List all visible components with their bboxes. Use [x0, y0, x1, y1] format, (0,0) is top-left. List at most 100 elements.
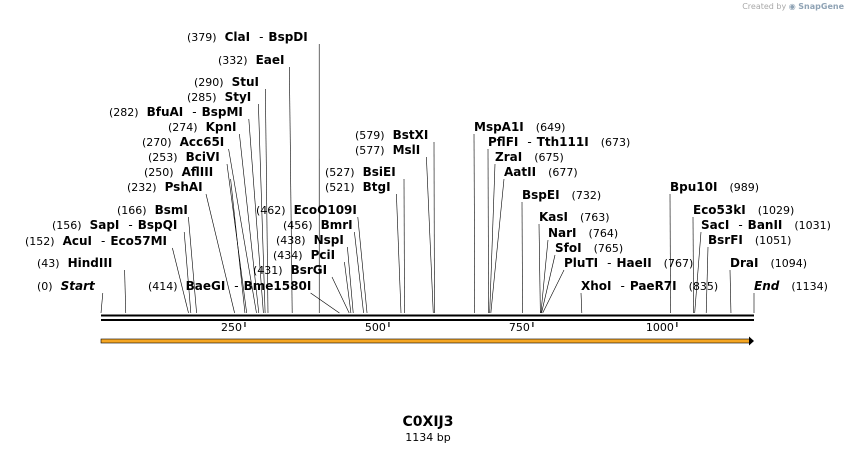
site-label[interactable]: AatII (677) — [504, 165, 578, 179]
site-name: BciVI — [186, 150, 220, 164]
site-name: KpnI — [206, 120, 237, 134]
leader-line — [540, 239, 549, 314]
site-label[interactable]: (0) Start — [37, 279, 96, 293]
site-label[interactable]: PflFI - Tth111I (673) — [488, 135, 630, 149]
site-label[interactable]: End (1134) — [754, 279, 828, 293]
site-pos: (673) — [601, 136, 631, 149]
dash: - — [607, 256, 611, 270]
axis-tick-label: 500 — [365, 321, 386, 334]
site-label[interactable]: SfoI (765) — [555, 241, 623, 255]
site-label[interactable]: (434) PciI — [273, 248, 335, 262]
site-name: NarI — [548, 226, 577, 240]
site-label[interactable]: (270) Acc65I — [142, 135, 224, 149]
orf-arrowhead-icon — [749, 336, 754, 346]
site-name: BaeGI — [186, 279, 226, 293]
leader-line — [396, 193, 402, 314]
site-label[interactable]: Eco53kI (1029) — [693, 203, 794, 217]
leader-line — [124, 269, 127, 314]
leader-line — [490, 178, 505, 314]
leader-line — [692, 216, 694, 314]
site-pos: (0) — [37, 280, 53, 293]
site-name: HaeII — [616, 256, 651, 270]
leader-line — [473, 133, 476, 314]
site-label[interactable]: (456) BmrI — [283, 218, 353, 232]
site-name: AatII — [504, 165, 536, 179]
site-pos: (285) — [187, 91, 217, 104]
site-pos: (1051) — [755, 234, 792, 247]
site-label[interactable]: (379) ClaI - BspDI — [187, 30, 308, 44]
leader-line — [331, 276, 350, 314]
site-label[interactable]: (253) BciVI — [148, 150, 220, 164]
leader-line — [258, 103, 266, 314]
site-label[interactable]: PluTI - HaeII (767) — [564, 256, 693, 270]
dash: - — [234, 279, 238, 293]
site-label[interactable]: (462) EcoO109I — [256, 203, 357, 217]
site-label[interactable]: (274) KpnI — [168, 120, 237, 134]
dash: - — [527, 135, 531, 149]
site-name: Acc65I — [180, 135, 225, 149]
site-label[interactable]: (438) NspI — [276, 233, 344, 247]
site-label[interactable]: (250) AflIII — [144, 165, 213, 179]
site-label[interactable]: (290) StuI — [194, 75, 259, 89]
site-name: PciI — [311, 248, 336, 262]
site-label[interactable]: (521) BtgI — [325, 180, 391, 194]
site-label[interactable]: (166) BsmI — [117, 203, 188, 217]
site-pos: (152) — [25, 235, 55, 248]
credit-prefix: Created by — [742, 2, 787, 11]
site-pos: (462) — [256, 204, 286, 217]
site-label[interactable]: (527) BsiEI — [325, 165, 396, 179]
site-name: PflFI — [488, 135, 518, 149]
sequence-name: C0XIJ3 — [402, 414, 454, 430]
site-label[interactable]: (332) EaeI — [218, 53, 285, 67]
dash: - — [101, 234, 105, 248]
dash: - — [128, 218, 132, 232]
leader-line — [310, 292, 340, 314]
site-label[interactable]: ZraI (675) — [495, 150, 564, 164]
site-pos: (677) — [548, 166, 578, 179]
site-label[interactable]: DraI (1094) — [730, 256, 807, 270]
site-label[interactable]: (156) SapI - BspQI — [52, 218, 177, 232]
site-label[interactable]: (431) BsrGI — [253, 263, 327, 277]
leader-line — [426, 156, 434, 314]
site-pos: (456) — [283, 219, 313, 232]
site-label[interactable]: KasI (763) — [539, 210, 610, 224]
orf-bar[interactable] — [100, 338, 751, 344]
site-label[interactable]: (232) PshAI — [127, 180, 203, 194]
site-pos: (675) — [534, 151, 564, 164]
site-name: MslI — [393, 143, 421, 157]
site-label[interactable]: (579) BstXI — [355, 128, 428, 142]
leader-line — [226, 163, 247, 314]
site-label[interactable]: NarI (764) — [548, 226, 618, 240]
site-pos: (1094) — [770, 257, 807, 270]
site-name: Tth111I — [537, 135, 589, 149]
site-name: AflIII — [182, 165, 214, 179]
site-name: MspA1I — [474, 120, 524, 134]
leader-line — [188, 216, 197, 314]
site-label[interactable]: BsrFI (1051) — [708, 233, 791, 247]
site-label[interactable]: Bpu10I (989) — [670, 180, 759, 194]
site-name: BsrFI — [708, 233, 743, 247]
leader-line — [344, 261, 352, 314]
orf-feature[interactable] — [100, 336, 754, 346]
site-pos: (250) — [144, 166, 174, 179]
site-name: NspI — [314, 233, 344, 247]
site-pos: (166) — [117, 204, 147, 217]
site-pos: (527) — [325, 166, 355, 179]
site-label[interactable]: (152) AcuI - Eco57MI — [25, 234, 167, 248]
site-label[interactable]: SacI - BanII (1031) — [701, 218, 831, 232]
site-name: BmrI — [321, 218, 353, 232]
site-name: HindIII — [68, 256, 113, 270]
site-label[interactable]: XhoI - PaeR7I (835) — [581, 279, 718, 293]
site-label[interactable]: (414) BaeGI - Bme1580I — [148, 279, 311, 293]
site-label[interactable]: MspA1I (649) — [474, 120, 565, 134]
site-pos: (1134) — [791, 280, 828, 293]
leader-line — [580, 292, 583, 314]
site-name: XhoI — [581, 279, 612, 293]
site-label[interactable]: (43) HindIII — [37, 256, 112, 270]
site-label[interactable]: BspEI (732) — [522, 188, 601, 202]
site-pos: (274) — [168, 121, 198, 134]
site-label[interactable]: (282) BfuAI - BspMI — [109, 105, 243, 119]
site-label[interactable]: (285) StyI — [187, 90, 251, 104]
site-label[interactable]: (577) MslI — [355, 143, 420, 157]
leader-line — [538, 223, 541, 314]
